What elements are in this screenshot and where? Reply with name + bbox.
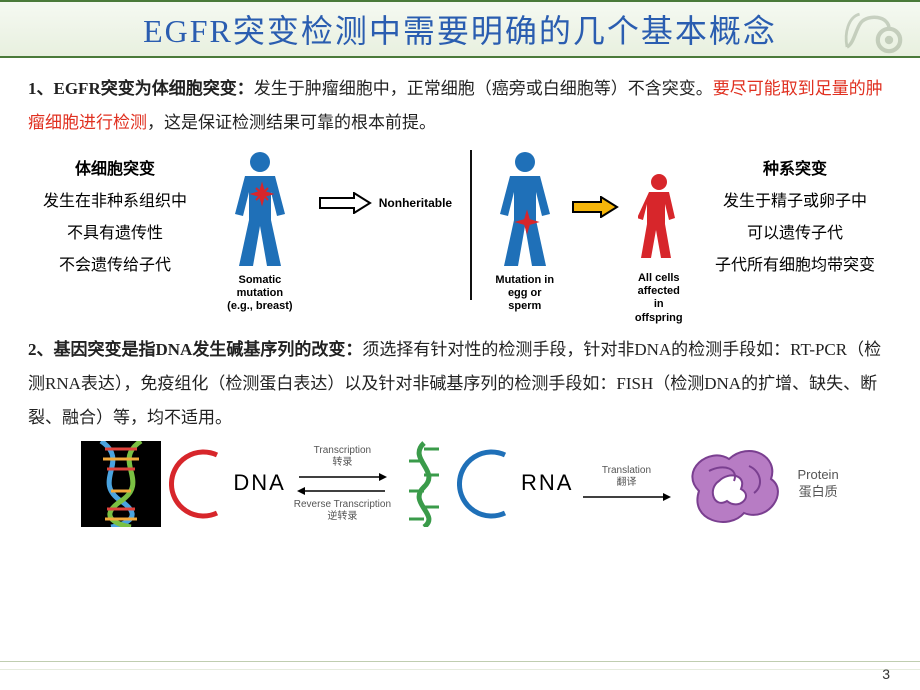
para1-body-b: ，这是保证检测结果可靠的根本前提。 xyxy=(147,113,436,132)
germline-parent-figure: Mutation inegg or sperm xyxy=(490,150,559,314)
arrow-right-icon xyxy=(571,196,619,218)
dna-helix-icon xyxy=(81,441,161,527)
rna-strand-icon xyxy=(399,441,449,527)
nonheritable-arrow: Nonheritable xyxy=(318,192,452,214)
rev-transcription-cn: 逆转录 xyxy=(327,511,357,522)
stethoscope-icon xyxy=(840,8,910,58)
germline-line2: 可以遗传子代 xyxy=(698,218,892,250)
protein-label: Protein 蛋白质 xyxy=(797,467,838,501)
somatic-line3: 不会遗传给子代 xyxy=(28,250,202,282)
protein-cn: 蛋白质 xyxy=(797,484,838,501)
somatic-caption: Somatic mutation(e.g., breast) xyxy=(214,274,306,314)
rna-c-icon xyxy=(457,441,513,527)
protein-icon xyxy=(679,441,789,527)
somatic-text-col: 体细胞突变 发生在非种系组织中 不具有遗传性 不会遗传给子代 xyxy=(28,150,202,282)
page-title: EGFR突变检测中需要明确的几个基本概念 xyxy=(143,6,777,52)
footer-line2 xyxy=(0,669,920,670)
person-icon xyxy=(230,150,290,270)
rna-label: RNA xyxy=(521,469,573,498)
transcription-en: Transcription xyxy=(314,445,371,456)
footer-line xyxy=(0,661,920,662)
para2-lead: 2、基因突变是指DNA发生碱基序列的改变： xyxy=(28,340,362,359)
germline-child-caption: All cellsaffected inoffspring xyxy=(631,272,686,325)
transcription-arrows: Transcription转录 Reverse Transcription逆转录 xyxy=(294,445,391,523)
dna-c-icon xyxy=(169,441,225,527)
germline-line1: 发生于精子或卵子中 xyxy=(698,186,892,218)
page-number: 3 xyxy=(882,666,890,682)
person-icon xyxy=(495,150,555,270)
paragraph-2: 2、基因突变是指DNA发生碱基序列的改变：须选择有针对性的检测手段，针对非DNA… xyxy=(28,333,892,435)
somatic-heading: 体细胞突变 xyxy=(28,154,202,186)
dna-label: DNA xyxy=(233,469,285,498)
rev-transcription-en: Reverse Transcription xyxy=(294,499,391,510)
content-area: 1、EGFR突变为体细胞突变：发生于肿瘤细胞中，正常细胞（癌旁或白细胞等）不含突… xyxy=(0,58,920,527)
protein-en: Protein xyxy=(797,467,838,484)
para1-lead: 1、EGFR突变为体细胞突变： xyxy=(28,79,254,98)
rna-label-text: RNA xyxy=(521,469,573,498)
somatic-figure: Somatic mutation(e.g., breast) xyxy=(214,150,306,314)
arrow-right-icon xyxy=(581,491,671,503)
somatic-line2: 不具有遗传性 xyxy=(28,218,202,250)
nonheritable-label: Nonheritable xyxy=(379,196,452,210)
arrow-right-icon xyxy=(318,192,373,214)
somatic-line1: 发生在非种系组织中 xyxy=(28,186,202,218)
dna-label-text: DNA xyxy=(233,469,285,498)
germline-text-col: 种系突变 发生于精子或卵子中 可以遗传子代 子代所有细胞均带突变 xyxy=(698,150,892,282)
germline-parent-caption: Mutation inegg or sperm xyxy=(490,274,559,314)
paragraph-1: 1、EGFR突变为体细胞突变：发生于肿瘤细胞中，正常细胞（癌旁或白细胞等）不含突… xyxy=(28,72,892,140)
germline-heading: 种系突变 xyxy=(698,154,892,186)
transcription-cn: 转录 xyxy=(332,457,352,468)
vertical-divider xyxy=(470,150,472,300)
arrow-left-icon xyxy=(297,485,387,497)
translation-en: Translation xyxy=(602,465,651,476)
title-bar: EGFR突变检测中需要明确的几个基本概念 xyxy=(0,0,920,58)
mutation-diagram-row: 体细胞突变 发生在非种系组织中 不具有遗传性 不会遗传给子代 Somatic m… xyxy=(28,150,892,325)
arrow-right-icon xyxy=(297,471,387,483)
germline-arrow xyxy=(571,196,619,223)
central-dogma-diagram: DNA Transcription转录 Reverse Transcriptio… xyxy=(28,441,892,527)
child-icon xyxy=(638,150,680,268)
translation-arrow: Translation翻译 xyxy=(581,465,671,503)
translation-cn: 翻译 xyxy=(616,477,636,488)
para1-body-a: 发生于肿瘤细胞中，正常细胞（癌旁或白细胞等）不含突变。 xyxy=(254,79,713,98)
germline-line3: 子代所有细胞均带突变 xyxy=(698,250,892,282)
germline-child-figure: All cellsaffected inoffspring xyxy=(631,150,686,325)
